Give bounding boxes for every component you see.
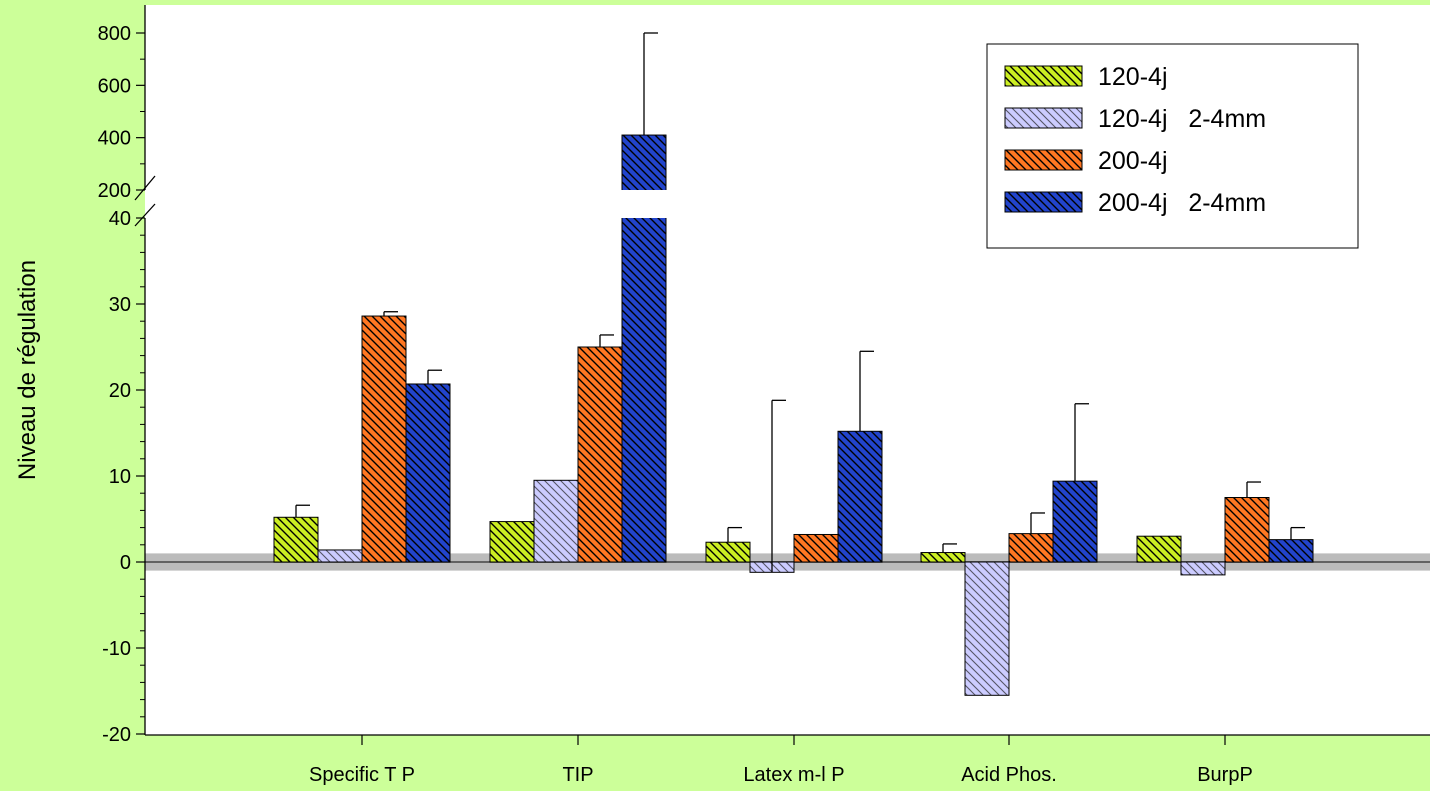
bar-s1-c1 — [533, 479, 579, 563]
y-tick-label: 10 — [109, 466, 131, 488]
bar-s0-c1 — [489, 521, 535, 563]
y-tick-label: 30 — [109, 294, 131, 316]
bar-s3-c3 — [1052, 480, 1098, 563]
y-tick-label: 200 — [98, 180, 131, 202]
y-axis-title: Niveau de régulation — [14, 260, 41, 480]
bar-s3-c2 — [837, 430, 883, 563]
legend-label-s0: 120-4j — [1098, 63, 1168, 91]
y-tick-label: 600 — [98, 75, 131, 97]
y-tick-label: 0 — [120, 552, 131, 574]
bar-s2-c0 — [361, 315, 407, 563]
bar-s2-c1 — [577, 346, 623, 563]
legend-label-s1: 120-4j 2-4mm — [1098, 105, 1266, 133]
legend-label-s2: 200-4j — [1098, 147, 1168, 175]
y-tick-label: -20 — [102, 724, 131, 746]
legend-label-s3: 200-4j 2-4mm — [1098, 189, 1266, 217]
axis-break-mark-lower — [134, 203, 156, 227]
x-category-label: BurpP — [1197, 764, 1253, 786]
bar-s0-c3 — [920, 552, 966, 563]
legend-swatch-s2 — [1004, 149, 1083, 171]
y-tick-label: -10 — [102, 638, 131, 660]
bar-s0-c4 — [1136, 535, 1182, 563]
x-category-label: Acid Phos. — [961, 764, 1057, 786]
bar-s1-c4 — [1180, 561, 1226, 576]
y-tick-label: 40 — [109, 208, 131, 230]
axis-break-mark-upper — [134, 175, 156, 201]
legend-swatch-s1 — [1004, 107, 1083, 129]
legend-swatch-s3 — [1004, 191, 1083, 213]
bar-s2-c2 — [793, 533, 839, 563]
bar-s3-c4 — [1268, 539, 1314, 563]
bar-break-wave — [620, 193, 668, 201]
bar-s1-c0 — [317, 549, 363, 563]
y-tick-label: 800 — [98, 23, 131, 45]
legend: 120-4j 120-4j 2-4mm 200-4j 200-4j 2-4mm — [986, 43, 1359, 249]
bar-s2-c3 — [1008, 533, 1054, 563]
y-tick-label: 20 — [109, 380, 131, 402]
bar-s3-c0 — [405, 383, 451, 563]
legend-swatch-s0 — [1004, 65, 1083, 87]
bar-s1-c3 — [964, 561, 1010, 696]
x-category-label: Latex m-l P — [743, 764, 844, 786]
bar-s0-c0 — [273, 516, 319, 563]
bar-s2-c4 — [1224, 497, 1270, 563]
bar-s0-c2 — [705, 541, 751, 563]
x-category-label: Specific T P — [309, 764, 415, 786]
x-category-label: TIP — [562, 764, 593, 786]
y-tick-label: 400 — [98, 128, 131, 150]
